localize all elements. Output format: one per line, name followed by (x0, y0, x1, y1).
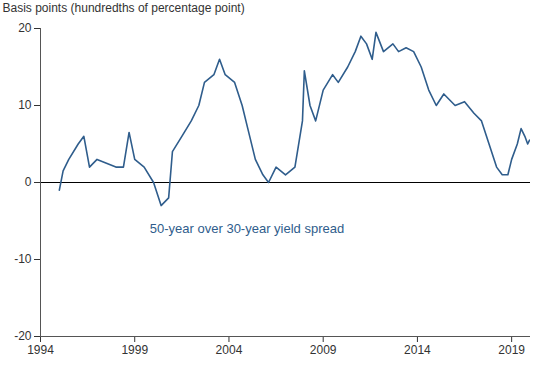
svg-text:-20: -20 (14, 329, 32, 343)
svg-text:2014: 2014 (404, 343, 431, 357)
svg-text:2009: 2009 (310, 343, 337, 357)
svg-text:2019: 2019 (498, 343, 525, 357)
svg-text:10: 10 (18, 98, 32, 112)
svg-text:1999: 1999 (121, 343, 148, 357)
svg-text:20: 20 (18, 21, 32, 35)
svg-text:Basis points (hundredths of pe: Basis points (hundredths of percentage p… (3, 1, 245, 15)
svg-text:2004: 2004 (216, 343, 243, 357)
svg-text:50-year over 30-year yield spr: 50-year over 30-year yield spread (150, 221, 344, 236)
svg-text:0: 0 (25, 175, 32, 189)
svg-text:-10: -10 (14, 252, 32, 266)
svg-text:1994: 1994 (27, 343, 54, 357)
